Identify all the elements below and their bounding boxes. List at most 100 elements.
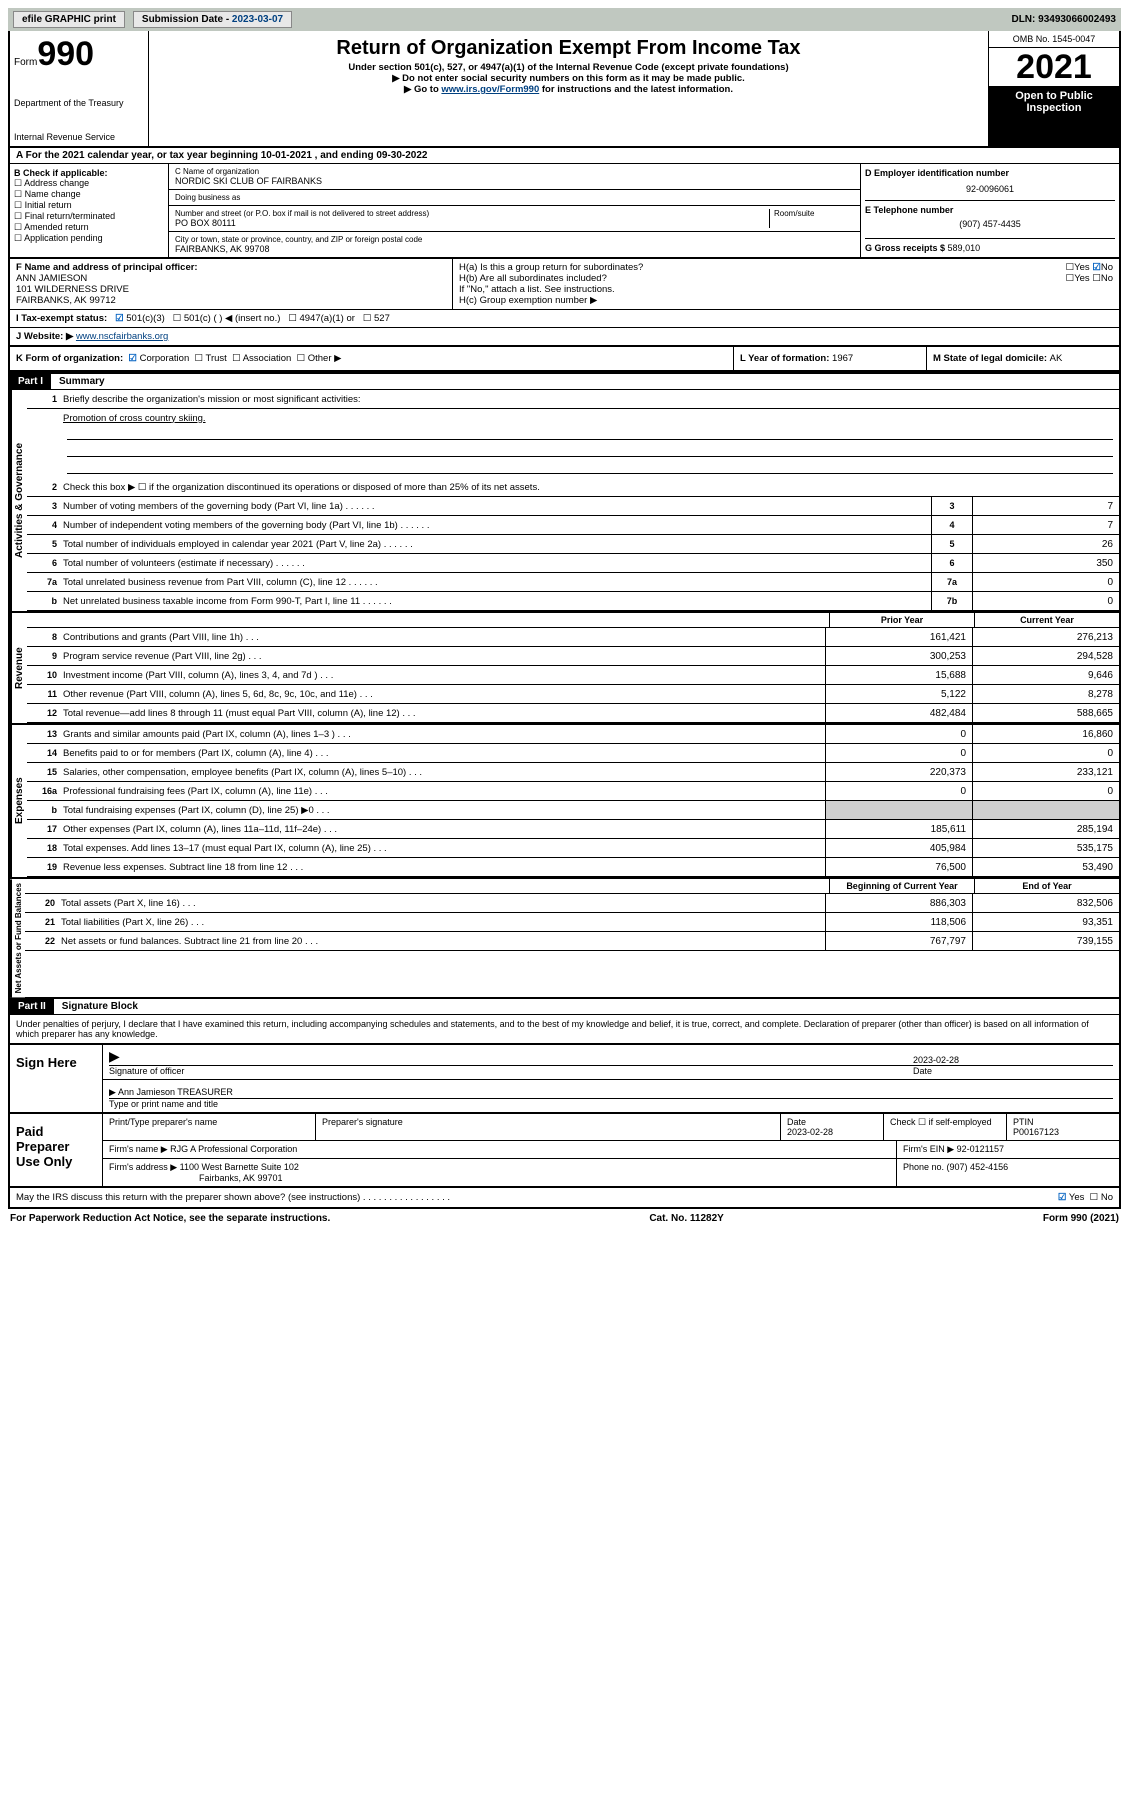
expense-row-18: 18Total expenses. Add lines 13–17 (must … — [27, 839, 1119, 858]
phone-label: E Telephone number — [865, 200, 1115, 215]
ein-label: D Employer identification number — [865, 168, 1115, 178]
preparer-name-label: Print/Type preparer's name — [109, 1117, 309, 1127]
revenue-current: 294,528 — [972, 647, 1119, 665]
gov-row-box: 7a — [931, 573, 972, 591]
expense-current: 285,194 — [972, 820, 1119, 838]
cat-number: Cat. No. 11282Y — [649, 1213, 723, 1224]
phone-value: (907) 457-4435 — [865, 219, 1115, 229]
expense-row-text: Benefits paid to or for members (Part IX… — [63, 746, 825, 761]
gov-row-7b: bNet unrelated business taxable income f… — [27, 592, 1119, 611]
expense-row-15: 15Salaries, other compensation, employee… — [27, 763, 1119, 782]
signature-officer-label: Signature of officer — [109, 1065, 913, 1076]
expenses-label: Expenses — [10, 725, 27, 877]
website-row: J Website: ▶ www.nscfairbanks.org — [10, 328, 1119, 345]
mission-line-4 — [67, 461, 1113, 474]
gov-row-7a: 7aTotal unrelated business revenue from … — [27, 573, 1119, 592]
gov-row-value: 7 — [972, 497, 1119, 515]
gov-row-text: Total number of individuals employed in … — [63, 537, 931, 552]
revenue-row-text: Program service revenue (Part VIII, line… — [63, 649, 825, 664]
b-label: B Check if applicable: — [14, 168, 164, 178]
tax-year: 2021 — [989, 48, 1119, 86]
expense-prior: 220,373 — [825, 763, 972, 781]
gov-row-value: 0 — [972, 592, 1119, 610]
part-1-bar: Part I — [10, 374, 51, 389]
irs-form990-link[interactable]: www.irs.gov/Form990 — [441, 84, 539, 95]
revenue-row-8: 8Contributions and grants (Part VIII, li… — [27, 628, 1119, 647]
ha-answer: No — [1101, 262, 1113, 273]
self-employed-check[interactable]: Check ☐ if self-employed — [884, 1114, 1007, 1140]
chk-final-return[interactable]: ☐ Final return/terminated — [14, 211, 164, 222]
part-2-header: Part II Signature Block — [8, 999, 1121, 1015]
submission-date-button[interactable]: Submission Date - 2023-03-07 — [133, 11, 292, 28]
revenue-prior: 482,484 — [825, 704, 972, 722]
revenue-column-headers: Prior Year Current Year — [27, 613, 1119, 628]
expense-prior: 185,611 — [825, 820, 972, 838]
gov-row-box: 3 — [931, 497, 972, 515]
netassets-current: 739,155 — [972, 932, 1119, 950]
form-year-cell: OMB No. 1545-0047 2021 Open to Public In… — [988, 31, 1119, 146]
netassets-row-21: 21Total liabilities (Part X, line 26) . … — [25, 913, 1119, 932]
hc-label: H(c) Group exemption number ▶ — [459, 295, 1113, 306]
netassets-row-text: Total liabilities (Part X, line 26) . . … — [61, 915, 825, 930]
activities-governance-label: Activities & Governance — [10, 390, 27, 611]
city-cell: City or town, state or province, country… — [169, 232, 860, 257]
principal-officer-cell: F Name and address of principal officer:… — [10, 259, 453, 309]
chk-name-change[interactable]: ☐ Name change — [14, 189, 164, 200]
gov-row-3: 3Number of voting members of the governi… — [27, 497, 1119, 516]
form-number-cell: Form990 Department of the Treasury Inter… — [10, 31, 149, 146]
revenue-prior: 161,421 — [825, 628, 972, 646]
chk-amended-return[interactable]: ☐ Amended return — [14, 222, 164, 233]
part-1-header: Part I Summary — [8, 372, 1121, 390]
part-2-title: Signature Block — [54, 999, 146, 1014]
netassets-row-22: 22Net assets or fund balances. Subtract … — [25, 932, 1119, 951]
expense-current: 53,490 — [972, 858, 1119, 876]
officer-addr1: 101 WILDERNESS DRIVE — [16, 284, 446, 295]
chk-application-pending[interactable]: ☐ Application pending — [14, 233, 164, 244]
sign-here-label: Sign Here — [10, 1045, 103, 1112]
expense-row-text: Total fundraising expenses (Part IX, col… — [63, 803, 825, 818]
mission-text: Promotion of cross country skiing. — [63, 413, 206, 424]
ein-value: 92-0096061 — [865, 184, 1115, 194]
netassets-row-20: 20Total assets (Part X, line 16) . . .88… — [25, 894, 1119, 913]
discuss-answer: Yes — [1069, 1192, 1085, 1203]
form-of-org-cell: K Form of organization: ☑ Corporation ☐ … — [10, 347, 733, 370]
expense-row-14: 14Benefits paid to or for members (Part … — [27, 744, 1119, 763]
city-state-zip: FAIRBANKS, AK 99708 — [175, 244, 854, 254]
gov-row-4: 4Number of independent voting members of… — [27, 516, 1119, 535]
expense-current: 0 — [972, 744, 1119, 762]
org-website-link[interactable]: www.nscfairbanks.org — [76, 331, 168, 342]
sign-here-block: Sign Here ▶ Signature of officer 2023-02… — [8, 1043, 1121, 1114]
form-title-cell: Return of Organization Exempt From Incom… — [149, 31, 988, 146]
gov-row-text: Total number of volunteers (estimate if … — [63, 556, 931, 571]
omb-number: OMB No. 1545-0047 — [989, 31, 1119, 48]
expense-row-text: Grants and similar amounts paid (Part IX… — [63, 727, 825, 742]
q2-text: Check this box ▶ ☐ if the organization d… — [63, 480, 1119, 495]
expense-row-text: Salaries, other compensation, employee b… — [63, 765, 825, 780]
expense-row-17: 17Other expenses (Part IX, column (A), l… — [27, 820, 1119, 839]
gov-row-text: Number of independent voting members of … — [63, 518, 931, 533]
expense-current: 16,860 — [972, 725, 1119, 743]
expense-current — [972, 801, 1119, 819]
tax-exempt-status-row: I Tax-exempt status: ☑ 501(c)(3) ☐ 501(c… — [10, 310, 1119, 327]
officer-addr2: FAIRBANKS, AK 99712 — [16, 295, 446, 306]
netassets-row-text: Net assets or fund balances. Subtract li… — [61, 934, 825, 949]
firm-phone: (907) 452-4156 — [947, 1162, 1009, 1172]
net-assets-column-headers: Beginning of Current Year End of Year — [25, 879, 1119, 894]
efile-graphic-print-button[interactable]: efile GRAPHIC print — [13, 11, 125, 28]
chk-address-change[interactable]: ☐ Address change — [14, 178, 164, 189]
revenue-row-text: Total revenue—add lines 8 through 11 (mu… — [63, 706, 825, 721]
form-header: Form990 Department of the Treasury Inter… — [8, 31, 1121, 148]
current-year-header: Current Year — [974, 613, 1119, 627]
revenue-section: Revenue Prior Year Current Year 8Contrib… — [8, 613, 1121, 725]
irs-label: Internal Revenue Service — [14, 132, 144, 142]
chk-initial-return[interactable]: ☐ Initial return — [14, 200, 164, 211]
form-subtitle-2: ▶ Do not enter social security numbers o… — [157, 73, 980, 84]
expense-current: 0 — [972, 782, 1119, 800]
gov-row-text: Net unrelated business taxable income fr… — [63, 594, 931, 609]
row-a-tax-year: A For the 2021 calendar year, or tax yea… — [8, 148, 1121, 164]
revenue-row-text: Investment income (Part VIII, column (A)… — [63, 668, 825, 683]
netassets-prior: 886,303 — [825, 894, 972, 912]
boy-header: Beginning of Current Year — [829, 879, 974, 893]
expense-prior: 405,984 — [825, 839, 972, 857]
netassets-row-text: Total assets (Part X, line 16) . . . — [61, 896, 825, 911]
